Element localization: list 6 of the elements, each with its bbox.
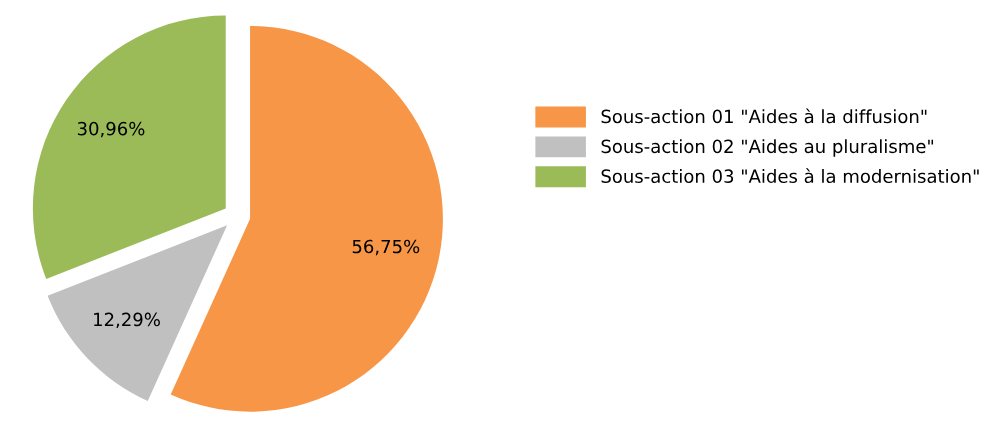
data-label: 30,96% <box>77 121 145 138</box>
legend-label: Sous-action 02 "Aides au pluralisme" <box>601 139 934 157</box>
legend-label: Sous-action 01 "Aides à la diffusion" <box>601 108 927 124</box>
legend-label: Sous-action 03 "Aides à la modernisation" <box>601 168 979 184</box>
data-label: 56,75% <box>352 239 420 256</box>
data-label: 12,29% <box>94 312 160 329</box>
